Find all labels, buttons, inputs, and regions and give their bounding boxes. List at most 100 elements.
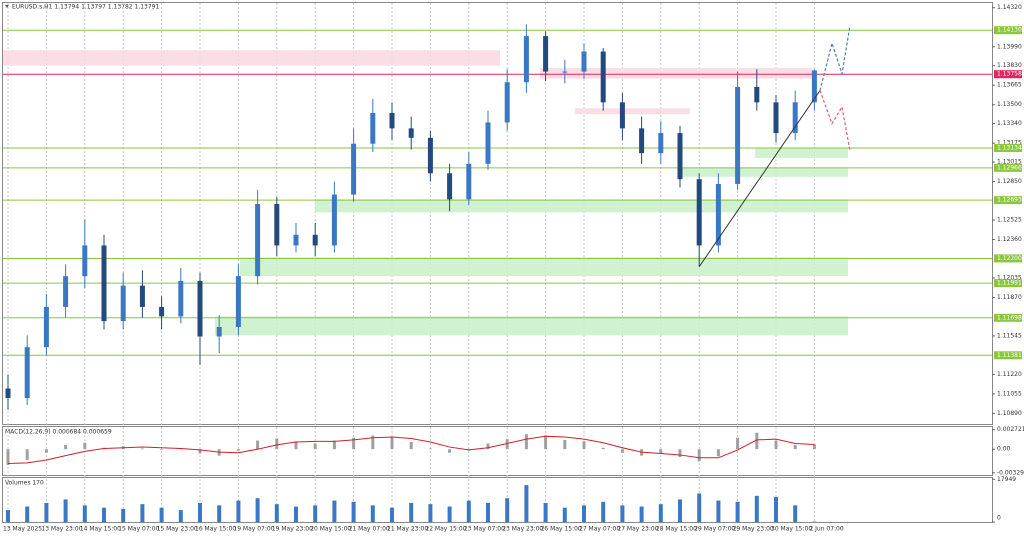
volume-bar <box>639 506 644 522</box>
zone <box>575 108 690 115</box>
level-label-box <box>994 279 1022 288</box>
macd-bar <box>6 449 10 465</box>
volume-bar <box>428 504 433 522</box>
candle-body <box>274 204 280 246</box>
y-tick-label: 1.12360 <box>997 236 1022 243</box>
volume-bar <box>332 500 337 522</box>
volume-bar <box>447 506 452 522</box>
x-tick-label: 23 May 07:00 <box>464 526 505 533</box>
candle-body <box>427 137 433 174</box>
y-tick-label: 1.11220 <box>997 371 1022 378</box>
candle-body <box>216 327 222 337</box>
volume-bar <box>409 502 414 522</box>
candle-body <box>581 51 587 72</box>
y-tick-label: 1.13015 <box>997 159 1022 166</box>
x-tick-label: 16 May 15:00 <box>195 526 236 533</box>
x-tick-label: 14 May 15:00 <box>80 526 121 533</box>
candle-body <box>139 285 145 307</box>
y-tick-label: 1.11055 <box>997 390 1022 397</box>
zone <box>3 50 500 66</box>
volume-bar <box>601 501 606 522</box>
volume-bar <box>6 510 10 522</box>
macd-bar <box>409 442 413 450</box>
x-tick-label: 20 May 15:00 <box>310 526 351 533</box>
macd-bar <box>793 444 797 450</box>
volume-bar <box>178 510 183 522</box>
volume-bar <box>236 500 241 522</box>
volume-bar <box>774 497 778 522</box>
candle-body <box>63 276 69 307</box>
candle-body <box>255 204 261 277</box>
volume-bar <box>25 506 30 522</box>
candle-body <box>677 133 683 180</box>
y-tick-label: 0.00 <box>997 446 1011 453</box>
candle-body <box>658 133 664 154</box>
volume-bar <box>754 495 759 522</box>
macd-bar <box>313 443 317 450</box>
candle-body <box>792 102 798 134</box>
candle-body <box>600 51 606 103</box>
y-tick-label: 1.12850 <box>997 178 1022 185</box>
macd-bar <box>44 449 48 453</box>
macd-bar <box>678 449 682 458</box>
candle-body <box>5 388 11 398</box>
macd-bar <box>601 447 605 450</box>
volume-bar <box>159 507 164 522</box>
x-tick-label: 15 May 07:00 <box>118 526 159 533</box>
volume-bar <box>294 506 298 522</box>
volume-bar <box>198 502 202 522</box>
candle-body <box>101 245 107 322</box>
level-label: 1.12966 <box>997 164 1022 171</box>
volume-bar <box>351 501 356 522</box>
volume-bar <box>390 507 394 522</box>
x-tick-label: 27 May 07:00 <box>579 526 620 533</box>
volume-panel <box>2 477 993 523</box>
candle-body <box>370 112 376 144</box>
macd-bar <box>448 449 452 453</box>
volume-bar <box>63 499 68 522</box>
candle-body <box>351 143 357 195</box>
macd-bar <box>582 441 586 450</box>
zone <box>755 148 848 158</box>
x-tick-label: 29 May 07:00 <box>694 526 735 533</box>
macd-bar <box>352 437 356 450</box>
main-panel <box>2 2 993 425</box>
candle-body <box>715 183 721 246</box>
macd-bar <box>755 432 759 450</box>
macd-bar <box>736 437 740 450</box>
candle-body <box>43 306 49 348</box>
x-tick-label: 28 May 15:00 <box>656 526 697 533</box>
volume-bar <box>82 505 87 522</box>
x-tick-label: 13 May 23:00 <box>41 526 82 533</box>
candle-body <box>735 86 741 184</box>
volume-bar <box>524 485 529 522</box>
volume-bar <box>217 505 222 522</box>
macd-bar <box>332 440 336 450</box>
x-tick-label: 27 May 23:00 <box>617 526 658 533</box>
volume-bar <box>793 505 798 522</box>
zone <box>315 199 848 213</box>
volume-bar <box>370 505 375 522</box>
candle-body <box>523 36 529 83</box>
volume-bar <box>543 502 548 522</box>
x-tick-label: 29 May 23:00 <box>733 526 774 533</box>
candle-body <box>562 71 568 73</box>
y-tick-label: 1.12525 <box>997 217 1022 224</box>
volume-bar <box>486 502 490 522</box>
macd-bar <box>812 444 816 450</box>
macd-bar <box>140 448 144 450</box>
x-tick-label: 15 May 23:00 <box>157 526 198 533</box>
y-tick-label: 1.13665 <box>997 82 1022 89</box>
y-tick-label: 0.002721 <box>997 426 1024 433</box>
trendline <box>698 90 821 267</box>
candle-body <box>639 128 645 154</box>
candle-body <box>485 122 491 164</box>
macd-bar <box>160 449 164 450</box>
macd-signal <box>7 435 815 465</box>
y-tick-label: 1.13500 <box>997 101 1022 108</box>
volume-bar <box>505 498 510 522</box>
candle-body <box>504 82 510 123</box>
candle-body <box>235 276 241 328</box>
y-tick-label: 1.11545 <box>997 332 1022 339</box>
